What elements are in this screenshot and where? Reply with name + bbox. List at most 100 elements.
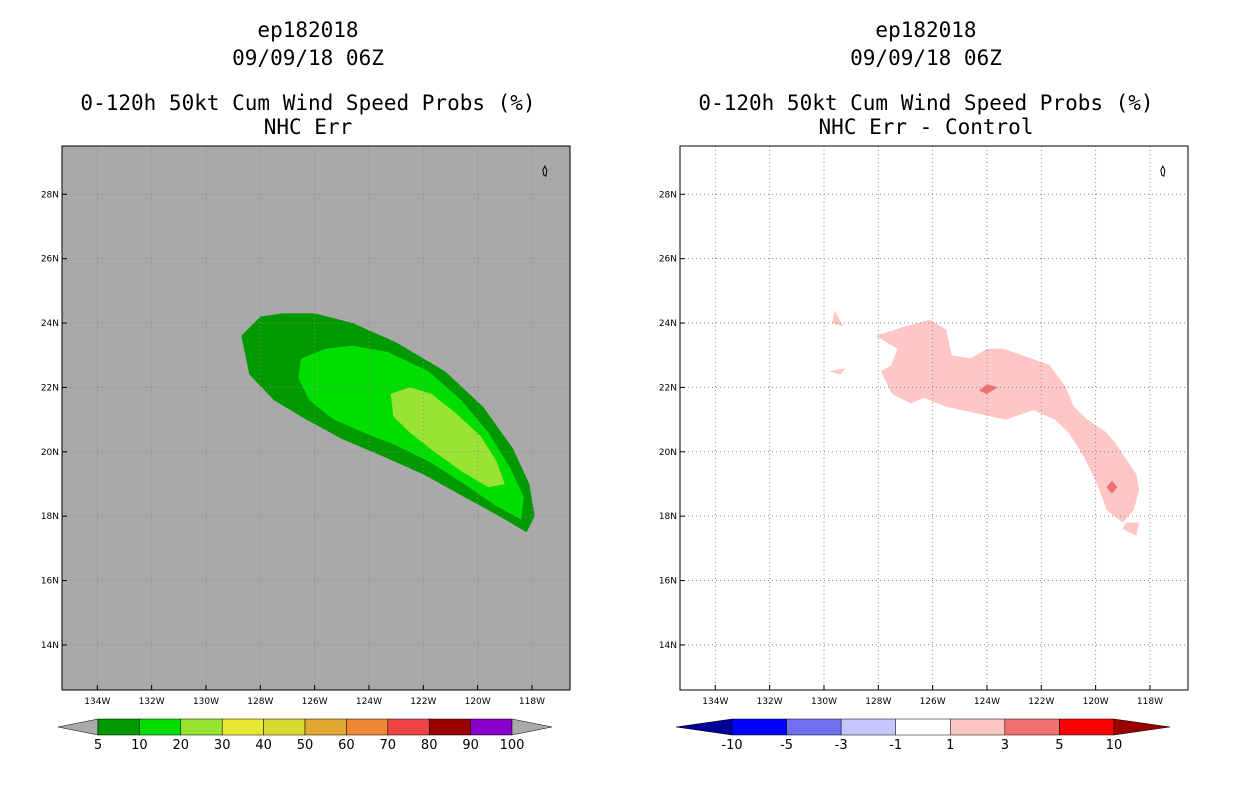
colorbar-label--5: -5 [780,738,793,753]
contour-level-20-2 [390,387,505,488]
right-title-subtitle: NHC Err - Control [818,115,1034,139]
x-tick-label-122W: 122W [410,697,436,707]
colorbar-swatch-9 [470,718,513,736]
colorbar-swatch-0 [97,718,140,736]
y-tick-label-28N: 28N [659,190,677,200]
plot-frame [61,145,571,691]
contour-level-1-4 [1122,522,1140,536]
colorbar-label-80: 80 [421,738,438,753]
colorbar-label-30: 30 [214,738,231,753]
colorbar-swatch-3 [221,718,264,736]
y-tick-label-14N: 14N [659,641,677,651]
right-title: ep182018 09/09/18 06Z 0-120h 50kt Cum Wi… [646,16,1206,141]
y-tick-label-22N: 22N [659,383,677,393]
y-tick-label-16N: 16N [41,577,59,587]
x-tick-label-126W: 126W [920,697,946,707]
y-tick-label-26N: 26N [41,255,59,265]
colorbar-label-90: 90 [462,738,479,753]
colorbar-high-triangle [1113,718,1171,736]
y-tick-label-22N: 22N [41,383,59,393]
colorbar-right: -10 -5 -3 -1 1 3 5 10 [675,718,1171,753]
colorbar-swatch-5 [304,718,347,736]
colorbar-label-50: 50 [297,738,314,753]
y-tick-label-20N: 20N [659,448,677,458]
panel-left: 134W 132W 130W 128W 126W 124W 122W 120W 118W 28N 2… [41,145,571,753]
colorbar-label--10: -10 [721,738,742,753]
x-tick-label-130W: 130W [811,697,837,707]
right-title-date: 09/09/18 06Z [850,46,1002,70]
y-tick-label-20N: 20N [41,448,59,458]
y-tick-label-16N: 16N [659,577,677,587]
left-title-product: 0-120h 50kt Cum Wind Speed Probs (%) [80,91,536,115]
x-tick-label-118W: 118W [1137,697,1163,707]
x-tick-label-118W: 118W [519,697,545,707]
colorbar-label--1: -1 [889,738,902,753]
contour-level-1-0 [875,319,1140,523]
colorbar-swatch-1 [786,718,842,736]
colorbar-label-10: 10 [131,738,148,753]
colorbar-low-triangle [57,718,99,736]
y-tick-label-14N: 14N [41,641,59,651]
contour-level-1-2 [832,310,843,327]
contour-level-1-1 [881,358,933,404]
left-title: ep182018 09/09/18 06Z 0-120h 50kt Cum Wi… [28,16,588,141]
colorbar-label-3: 3 [1001,738,1009,753]
contour-level-1-3 [829,368,846,375]
x-tick-label-132W: 132W [139,697,165,707]
island-outline [542,165,548,177]
x-tick-label-120W: 120W [1083,697,1109,707]
colorbar-swatch-8 [428,718,471,736]
colorbar-swatch-7 [387,718,430,736]
colorbar-swatch-2 [180,718,223,736]
colorbar-swatch-2 [840,718,896,736]
x-tick-label-120W: 120W [465,697,491,707]
colorbar-swatch-3 [895,718,951,736]
right-title-product: 0-120h 50kt Cum Wind Speed Probs (%) [698,91,1154,115]
y-tick-label-18N: 18N [659,512,677,522]
x-tick-label-124W: 124W [356,697,382,707]
colorbar-label-60: 60 [338,738,355,753]
colorbar-swatch-6 [1059,718,1115,736]
right-title-storm: ep182018 [875,18,977,42]
x-tick-label-134W: 134W [702,697,728,707]
colorbar-label-10: 10 [1106,738,1123,753]
y-tick-label-24N: 24N [659,319,677,329]
colorbar-label-5: 5 [94,738,102,753]
contour-level-3-6 [1106,480,1118,494]
left-title-subtitle: NHC Err [263,115,353,139]
y-tick-label-24N: 24N [41,319,59,329]
colorbar-low-triangle [675,718,733,736]
panel-right: 134W 132W 130W 128W 126W 124W 122W 120W 118W 28N 2… [659,145,1189,753]
plot-background [680,146,1188,690]
island-outline [1160,165,1166,177]
colorbar-label-100: 100 [500,738,525,753]
colorbar-high-triangle [511,718,553,736]
y-tick-label-26N: 26N [659,255,677,265]
colorbar-left: 5 10 20 30 40 50 60 70 80 90 100 [57,718,553,753]
x-tick-label-126W: 126W [302,697,328,707]
x-tick-label-124W: 124W [974,697,1000,707]
colorbar-label--3: -3 [835,738,848,753]
x-tick-label-132W: 132W [757,697,783,707]
colorbar-swatch-4 [263,718,306,736]
x-tick-label-134W: 134W [84,697,110,707]
colorbar-label-70: 70 [380,738,397,753]
left-title-date: 09/09/18 06Z [232,46,384,70]
contour-level-3-5 [978,384,998,394]
x-tick-label-128W: 128W [247,697,273,707]
x-tick-label-130W: 130W [193,697,219,707]
y-tick-label-28N: 28N [41,190,59,200]
colorbar-label-40: 40 [255,738,272,753]
colorbar-swatch-6 [346,718,389,736]
colorbar-label-5: 5 [1055,738,1063,753]
colorbar-swatch-4 [950,718,1006,736]
colorbar-swatch-5 [1004,718,1060,736]
colorbar-label-1: 1 [946,738,954,753]
x-tick-label-122W: 122W [1028,697,1054,707]
y-tick-label-18N: 18N [41,512,59,522]
x-tick-label-128W: 128W [865,697,891,707]
left-title-storm: ep182018 [257,18,359,42]
colorbar-label-20: 20 [173,738,190,753]
colorbar-swatch-1 [139,718,182,736]
